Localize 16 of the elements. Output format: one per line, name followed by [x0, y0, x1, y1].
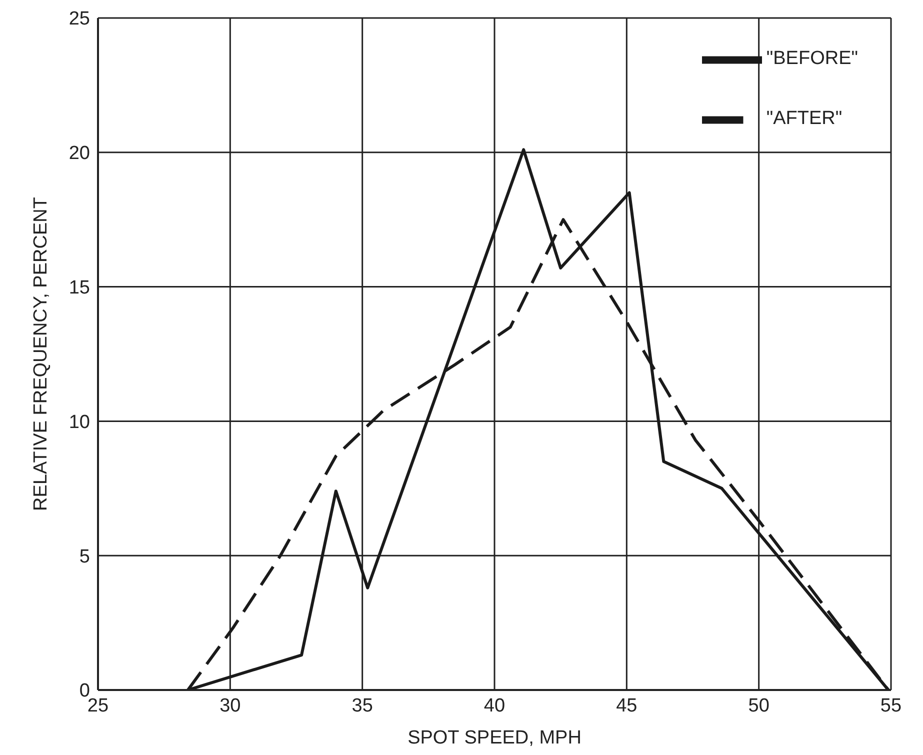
- x-axis-title: SPOT SPEED, MPH: [408, 727, 582, 748]
- legend-label: "BEFORE": [766, 48, 858, 69]
- y-tick-label: 0: [79, 680, 90, 702]
- legend-label: "AFTER": [766, 108, 842, 129]
- y-tick-label: 5: [79, 546, 90, 568]
- x-tick-label: 30: [220, 695, 241, 716]
- x-tick-label: 45: [616, 695, 638, 716]
- x-tick-label: 55: [880, 695, 902, 716]
- y-tick-label: 20: [68, 143, 90, 164]
- y-tick-label: 15: [68, 278, 90, 299]
- x-tick-label: 40: [484, 695, 506, 716]
- y-tick-label: 10: [68, 412, 90, 433]
- x-tick-label: 35: [352, 695, 373, 716]
- y-axis-title: RELATIVE FREQUENCY, PERCENT: [30, 196, 52, 511]
- x-tick-label: 50: [748, 695, 770, 716]
- y-tick-label: 25: [68, 8, 90, 30]
